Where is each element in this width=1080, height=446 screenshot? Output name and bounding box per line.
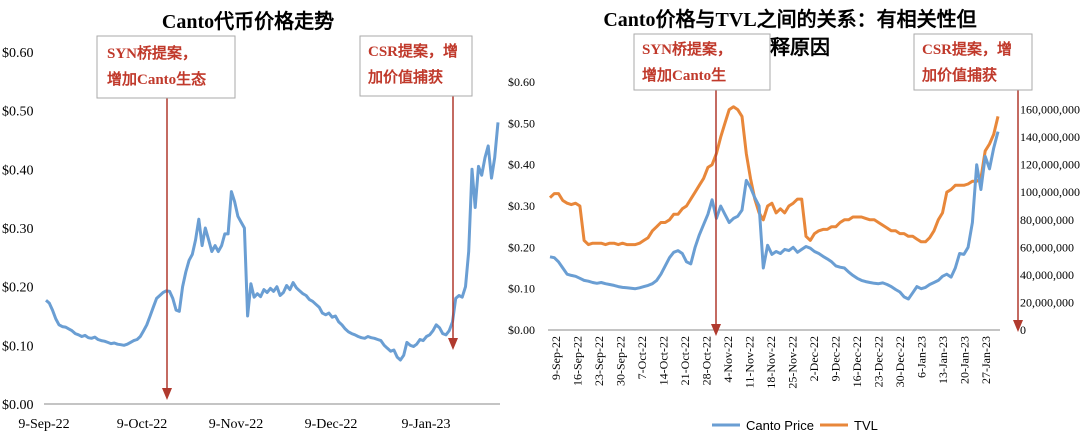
left-x-tick-label: 9-Dec-22 [305, 417, 358, 432]
right-y-tick-label: $0.30 [508, 199, 535, 213]
left-y-tick-label: $0.40 [2, 163, 34, 178]
left-x-tick-label: 9-Nov-22 [209, 417, 263, 432]
left-csr-annotation-box [359, 35, 473, 97]
legend-label-tvl: TVL [854, 418, 878, 433]
left-syn-arrowhead [162, 388, 172, 400]
left-x-axis: 9-Sep-22 9-Oct-22 9-Nov-22 9-Dec-22 9-Jan-23 [18, 417, 450, 432]
left-csr-annotation-line1: CSR提案，增 [368, 42, 458, 60]
right-y-axis: $0.00 $0.10 $0.20 $0.30 $0.40 $0.50 $0.60 [508, 75, 535, 337]
left-syn-annotation-box [96, 35, 236, 99]
right-y2-tick-label: 140,000,000 [1020, 130, 1080, 144]
left-x-tick-label: 9-Sep-22 [18, 417, 69, 432]
left-x-tick-label: 9-Oct-22 [117, 417, 168, 432]
right-y2-tick-label: 20,000,000 [1020, 295, 1074, 309]
right-syn-annotation-line2: 增加Canto生 [642, 66, 726, 84]
right-chart: Canto价格与TVL之间的关系：有相关性但 解释原因 $0.00$0.10$0… [508, 7, 1080, 433]
right-x-tick-label: 30-Dec-22 [893, 336, 907, 387]
right-x-tick-label: 27-Jan-23 [979, 336, 993, 384]
right-csr-annotation-box [913, 33, 1033, 91]
right-y-tick-label: $0.10 [508, 282, 535, 296]
right-x-tick-label: 6-Jan-23 [915, 336, 929, 378]
left-price-series-line [45, 122, 500, 362]
right-x-tick-label: 9-Dec-22 [829, 336, 843, 381]
left-syn-annotation-line2: 增加Canto生态 [107, 70, 206, 88]
right-x-tick-label: 23-Sep-22 [592, 336, 606, 386]
left-csr-annotation-line2: 加价值捕获 [367, 68, 443, 86]
right-syn-arrowhead [711, 324, 721, 336]
right-syn-annotation-line1: SYN桥提案， [642, 40, 732, 58]
left-y-tick-label: $0.10 [2, 339, 34, 354]
right-y-tick-label: $0.60 [508, 75, 535, 89]
right-tvl-series-line [548, 105, 1000, 247]
right-x-tick-label: 11-Nov-22 [743, 336, 757, 388]
right-x-tick-label: 16-Dec-22 [850, 336, 864, 387]
left-syn-annotation-line1: SYN桥提案， [107, 44, 197, 62]
left-y-tick-label: $0.00 [2, 398, 34, 413]
left-y-tick-label: $0.30 [2, 222, 34, 237]
right-y2-tick-label: 160,000,000 [1020, 103, 1080, 117]
right-y2-axis: 0 20,000,000 40,000,000 60,000,000 80,000,00… [1020, 103, 1080, 337]
right-x-axis: 9-Sep-22 16-Sep-22 23-Sep-22 30-Sep-22 7-Oct… [549, 336, 993, 389]
right-y2-tick-label: 40,000,000 [1020, 268, 1074, 282]
right-y2-tick-label: 0 [1020, 323, 1026, 337]
left-chart-title: Canto代币价格走势 [162, 9, 334, 33]
right-y2-tick-label: 60,000,000 [1020, 240, 1074, 254]
right-y2-tick-label: 80,000,000 [1020, 213, 1074, 227]
left-csr-arrowhead [448, 338, 458, 350]
right-x-tick-label: 20-Jan-23 [958, 336, 972, 384]
right-x-tick-label: 30-Sep-22 [614, 336, 628, 386]
right-x-tick-label: 21-Oct-22 [678, 336, 692, 385]
right-y2-tick-label: 100,000,000 [1020, 185, 1080, 199]
right-chart-title-line1: Canto价格与TVL之间的关系：有相关性但 [603, 7, 976, 31]
right-csr-arrowhead [1013, 320, 1023, 332]
right-x-tick-label: 7-Oct-22 [635, 336, 649, 379]
left-x-tick-label: 9-Jan-23 [402, 417, 451, 432]
legend-label-price: Canto Price [746, 418, 814, 433]
right-x-tick-label: 13-Jan-23 [936, 336, 950, 384]
right-x-tick-label: 18-Nov-22 [764, 336, 778, 389]
right-y-tick-label: $0.50 [508, 116, 535, 130]
right-x-tick-label: 23-Dec-22 [872, 336, 886, 387]
right-y-tick-label: $0.20 [508, 240, 535, 254]
right-x-tick-label: 9-Sep-22 [549, 336, 563, 380]
left-chart: Canto代币价格走势 $0.00$0.10$0.20$0.30$0.40$0.… [2, 9, 500, 432]
right-price-series-line [549, 131, 1000, 301]
right-y2-tick-label: 120,000,000 [1020, 158, 1080, 172]
left-y-tick-label: $0.60 [2, 46, 34, 61]
right-x-tick-label: 4-Nov-22 [721, 336, 735, 383]
right-csr-annotation-line2: 加价值捕获 [921, 66, 997, 84]
right-x-tick-label: 2-Dec-22 [807, 336, 821, 381]
right-legend: Canto Price TVL [712, 418, 878, 433]
right-syn-annotation-box [633, 33, 771, 91]
right-x-tick-label: 28-Oct-22 [700, 336, 714, 385]
right-x-tick-label: 14-Oct-22 [657, 336, 671, 385]
right-y-tick-label: $0.00 [508, 323, 535, 337]
right-y-tick-label: $0.40 [508, 158, 535, 172]
left-y-tick-label: $0.50 [2, 105, 34, 120]
right-x-tick-label: 25-Nov-22 [786, 336, 800, 389]
right-x-tick-label: 16-Sep-22 [571, 336, 585, 386]
left-y-axis: $0.00 $0.10 $0.20 $0.30 $0.40 $0.50 $0.60 [2, 46, 34, 413]
right-csr-annotation-line1: CSR提案，增 [922, 40, 1012, 58]
left-y-tick-label: $0.20 [2, 281, 34, 296]
